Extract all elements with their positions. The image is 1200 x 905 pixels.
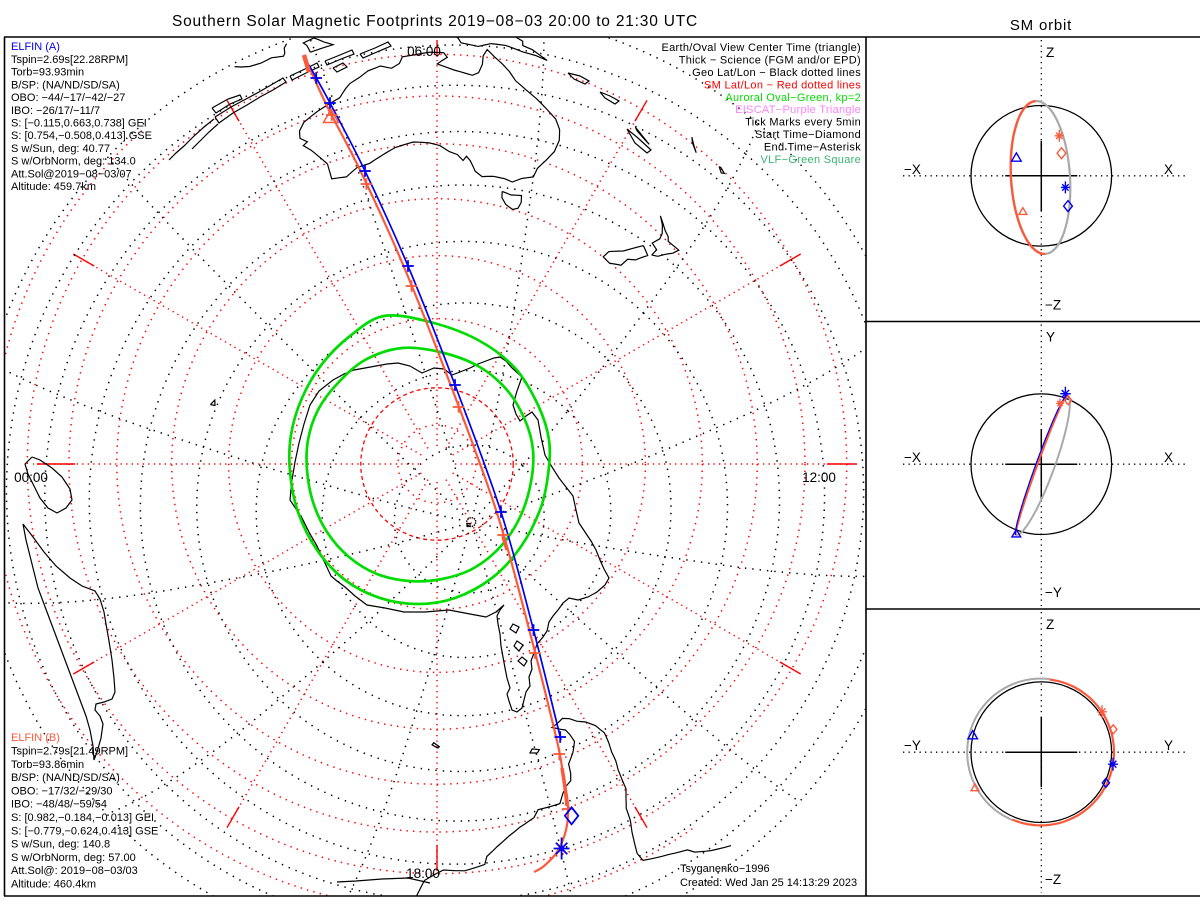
svg-text:06:00: 06:00 [407,44,441,59]
svg-text:EISCAT−Purple Triangle: EISCAT−Purple Triangle [735,104,861,116]
svg-text:−Z: −Z [1045,298,1061,313]
svg-text:18:00: 18:00 [406,866,440,881]
svg-text:−Y: −Y [1045,585,1062,600]
svg-text:Geo Lat/Lon − Black dotted lin: Geo Lat/Lon − Black dotted lines [692,67,861,79]
svg-text:IBO: −26/17/−11/7: IBO: −26/17/−11/7 [11,105,100,117]
svg-text:ELFIN (A): ELFIN (A) [11,41,60,53]
svg-text:S: [−0.115,0.663,0.738] GEI: S: [−0.115,0.663,0.738] GEI [11,118,147,130]
svg-text:Auroral Oval−Green, kp=2: Auroral Oval−Green, kp=2 [725,92,861,104]
svg-text:S: [0.982,−0.184,−0.013] GEI: S: [0.982,−0.184,−0.013] GEI [11,812,154,824]
svg-text:−Z: −Z [1045,872,1061,887]
svg-text:−X: −X [904,450,921,465]
svg-text:SM orbit: SM orbit [1010,17,1072,34]
svg-text:12:00: 12:00 [802,470,836,485]
svg-text:Altitude: 460.4km: Altitude: 460.4km [11,879,96,891]
svg-text:S w/Sun, deg: 140.8: S w/Sun, deg: 140.8 [11,839,110,851]
svg-text:Att.Sol@2019−08−03/07: Att.Sol@2019−08−03/07 [11,168,132,180]
svg-text:Z: Z [1046,45,1054,60]
svg-text:X: X [1164,162,1173,177]
svg-text:S w/OrbNorm, deg: 57.00: S w/OrbNorm, deg: 57.00 [11,852,136,864]
svg-text:S: [−0.779,−0.624,0.413] GSE: S: [−0.779,−0.624,0.413] GSE [11,825,158,837]
svg-text:End Time−Asterisk: End Time−Asterisk [764,142,861,154]
svg-text:VLF−Green Square: VLF−Green Square [761,154,862,166]
svg-text:Z: Z [1046,617,1054,632]
svg-text:IBO: −48/48/−59/54: IBO: −48/48/−59/54 [11,799,107,811]
svg-text:Tspin=2.69s[22.28RPM]: Tspin=2.69s[22.28RPM] [11,54,128,66]
svg-text:B/SP: (NA/ND/SD/SA): B/SP: (NA/ND/SD/SA) [11,79,120,91]
svg-text:−X: −X [904,162,921,177]
svg-text:S w/Sun, deg: 40.77: S w/Sun, deg: 40.77 [11,143,110,155]
svg-text:Thick − Science (FGM and/or EP: Thick − Science (FGM and/or EPD) [679,55,861,67]
svg-text:OBO: −44/−17/−42/−27: OBO: −44/−17/−42/−27 [11,92,125,104]
svg-text:Tsyganenko−1996: Tsyganenko−1996 [680,863,770,875]
svg-text:B/SP: (NA/ND/SD/SA): B/SP: (NA/ND/SD/SA) [11,772,120,784]
svg-text:S w/OrbNorm, deg: 134.0: S w/OrbNorm, deg: 134.0 [11,156,136,168]
svg-text:S: [0.754,−0.508,0.413] GSE: S: [0.754,−0.508,0.413] GSE [11,130,152,142]
svg-text:Altitude: 459.7km: Altitude: 459.7km [11,181,96,193]
svg-text:00:00: 00:00 [14,470,48,485]
svg-text:Created: Wed Jan 25 14:13:29 2: Created: Wed Jan 25 14:13:29 2023 [680,877,857,889]
svg-text:Torb=93.86min: Torb=93.86min [11,759,84,771]
svg-text:Torb=93.93min: Torb=93.93min [11,67,84,79]
svg-text:Start Time−Diamond: Start Time−Diamond [755,129,861,141]
svg-text:SM Lat/Lon − Red dotted lines: SM Lat/Lon − Red dotted lines [704,79,861,91]
svg-text:Y: Y [1164,738,1173,753]
svg-text:Tspin=2.79s[21.49RPM]: Tspin=2.79s[21.49RPM] [11,746,128,758]
svg-text:Earth/Oval View Center Time (t: Earth/Oval View Center Time (triangle) [662,42,862,54]
svg-text:Southern Solar Magnetic Footpr: Southern Solar Magnetic Footprints 2019−… [172,13,698,30]
svg-text:X: X [1164,450,1173,465]
svg-text:−Y: −Y [904,738,921,753]
svg-text:Tick Marks every 5min: Tick Marks every 5min [745,117,861,129]
svg-text:Y: Y [1046,330,1055,345]
svg-text:Att.Sol@: 2019−08−03/03: Att.Sol@: 2019−08−03/03 [11,865,138,877]
svg-text:OBO: −17/32/−29/30: OBO: −17/32/−29/30 [11,785,113,797]
svg-text:ELFIN (B): ELFIN (B) [11,732,60,744]
